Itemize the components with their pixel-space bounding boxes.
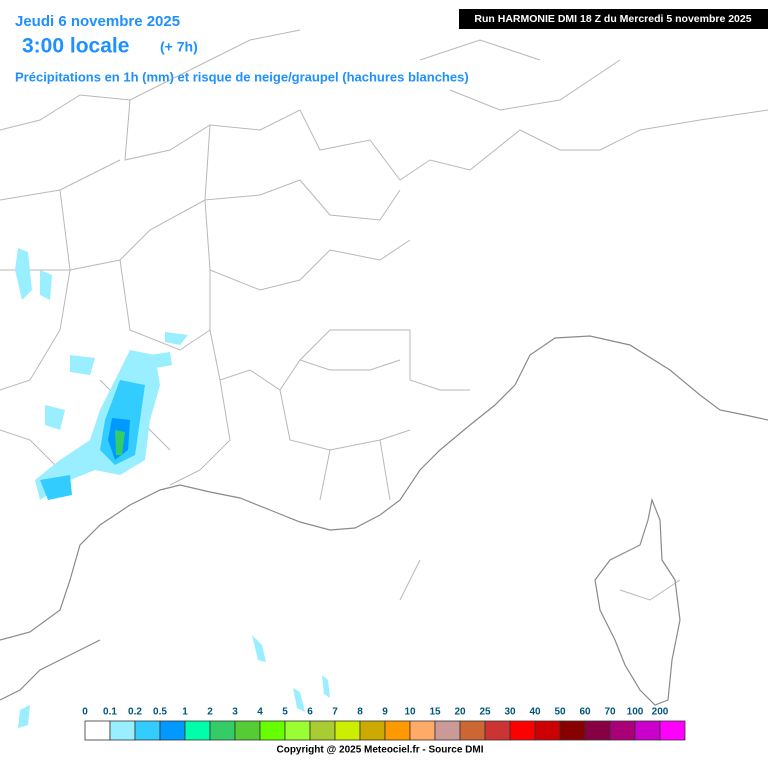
legend-label: 3 [232,707,238,718]
legend-label: 9 [382,707,388,718]
legend-label: 8 [357,707,363,718]
coastline-spain [0,639,101,701]
legend-label: 0 [82,707,88,718]
legend-label: 0.1 [103,707,117,718]
legend-swatch [309,720,336,741]
legend-label: 20 [454,707,466,718]
legend-swatch [209,720,236,741]
precipitation [15,248,330,728]
legend-label: 30 [504,707,516,718]
corsica [594,497,681,706]
legend-label: 5 [282,707,288,718]
legend-swatch [234,720,261,741]
legend-swatch [559,720,586,741]
legend-swatch [434,720,461,741]
legend-label: 25 [479,707,491,718]
legend-label: 15 [429,707,441,718]
legend-label: 40 [529,707,541,718]
legend-swatch [359,720,386,741]
legend-swatch [609,720,636,741]
legend-swatch [334,720,361,741]
lead: (+ 7h) [160,39,198,55]
legend-swatch [484,720,511,741]
legend-label: 7 [332,707,338,718]
legend-swatch [284,720,311,741]
legend-label: 0.2 [128,707,142,718]
subtitle: Précipitations en 1h (mm) et risque de n… [15,69,469,84]
legend-swatch [109,720,136,741]
copyright: Copyright @ 2025 Meteociel.fr - Source D… [276,745,483,756]
legend-swatch [634,720,661,741]
legend-label: 1 [182,707,188,718]
legend-label: 100 [627,707,644,718]
legend-label: 2 [207,707,213,718]
legend-label: 4 [257,707,263,718]
legend-label: 50 [554,707,566,718]
legend-swatch [259,720,286,741]
legend-swatch [534,720,561,741]
legend-swatch [509,720,536,741]
legend-label: 200 [652,707,669,718]
legend-swatch [659,720,686,741]
time: 3:00 locale [22,35,129,58]
legend-label: 10 [404,707,416,718]
legend-label: 0.5 [153,707,167,718]
legend-label: 70 [604,707,616,718]
legend-swatch [459,720,486,741]
legend-swatch [184,720,211,741]
date: Jeudi 6 novembre 2025 [15,13,180,30]
run-box [459,9,768,29]
legend-swatch [409,720,436,741]
run-label: Run HARMONIE DMI 18 Z du Mercredi 5 nove… [474,13,751,25]
coastline [0,335,768,641]
legend-swatch [84,720,111,741]
legend-swatch [159,720,186,741]
legend-swatch [134,720,161,741]
borders [0,29,768,601]
legend-label: 60 [579,707,591,718]
legend-label: 6 [307,707,313,718]
legend-swatch [584,720,611,741]
legend-swatch [384,720,411,741]
